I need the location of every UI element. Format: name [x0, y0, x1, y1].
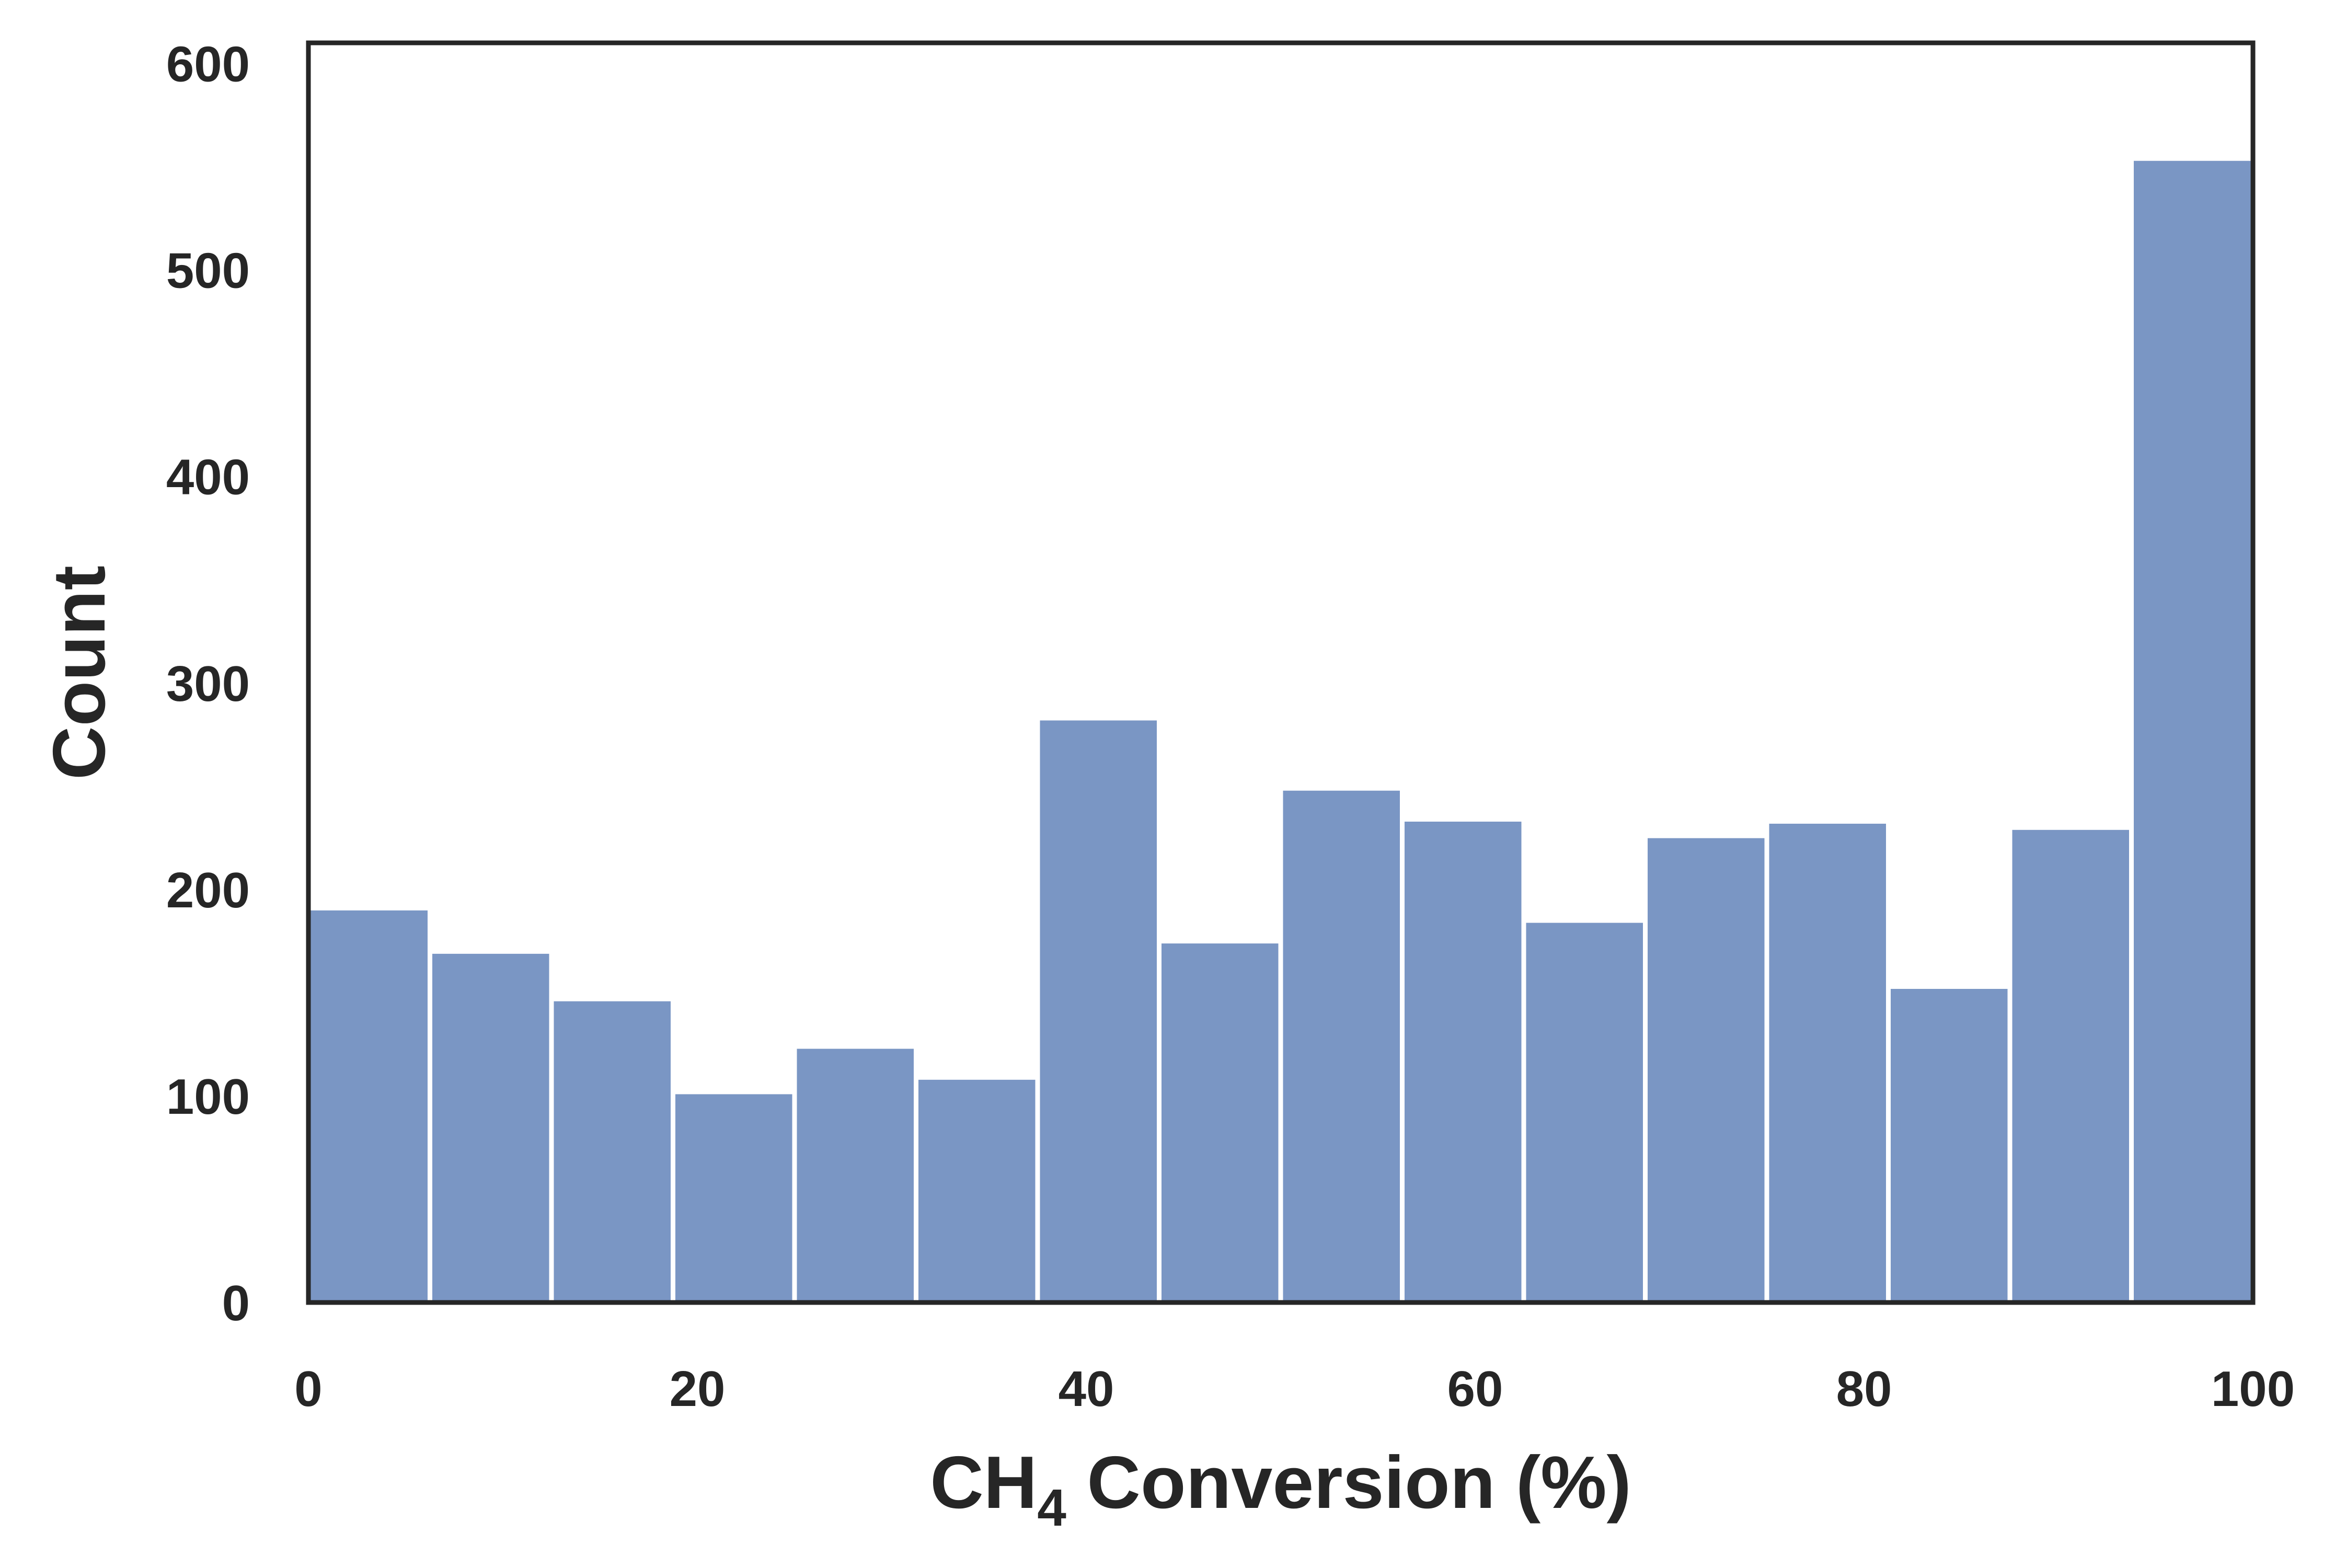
histogram-bar-4 [792, 1044, 918, 1305]
x-axis-label-main: CH [930, 1441, 1037, 1524]
x-axis-label-rest: Conversion (%) [1066, 1441, 1631, 1524]
histogram-bar-3 [671, 1089, 797, 1305]
histogram-bar-12 [1764, 818, 1891, 1305]
histogram-bar-1 [428, 949, 554, 1305]
histogram-bar-0 [306, 905, 432, 1305]
plot-frame [306, 40, 2256, 1305]
x-tick-label: 80 [1836, 1361, 1892, 1417]
x-tick-label: 100 [2211, 1361, 2295, 1417]
x-tick-label: 40 [1059, 1361, 1114, 1417]
x-tick-label: 20 [670, 1361, 726, 1417]
histogram-bar-11 [1643, 833, 1769, 1305]
x-tick-label: 60 [1447, 1361, 1503, 1417]
x-axis-label-subscript: 4 [1037, 1479, 1066, 1537]
y-tick-label: 300 [166, 656, 250, 712]
histogram-bar-13 [1886, 984, 2012, 1305]
y-tick-label: 400 [166, 449, 250, 505]
y-tick-label: 0 [222, 1275, 250, 1331]
histogram-bar-10 [1521, 918, 1648, 1305]
y-tick-label: 200 [166, 862, 250, 918]
histogram-bar-14 [2007, 825, 2134, 1305]
y-tick-label: 600 [166, 37, 250, 93]
y-axis-label: Count [38, 566, 121, 780]
histogram-bars [306, 156, 2256, 1305]
histogram-bar-9 [1400, 817, 1526, 1305]
histogram-bar-15 [2129, 156, 2256, 1305]
histogram-bar-6 [1035, 716, 1162, 1305]
histogram-bar-5 [914, 1075, 1040, 1305]
histogram-bar-2 [549, 996, 675, 1305]
x-tick-label: 0 [294, 1361, 322, 1417]
histogram-bar-8 [1278, 786, 1405, 1305]
x-tick-labels: 0 20 40 60 80 100 [294, 1361, 2295, 1417]
x-axis-label: CH4 Conversion (%) [930, 1441, 1631, 1537]
y-tick-label: 500 [166, 243, 250, 299]
y-tick-labels: 0 100 200 300 400 500 600 [166, 37, 250, 1331]
histogram-bar-7 [1157, 939, 1283, 1305]
y-tick-label: 100 [166, 1069, 250, 1125]
